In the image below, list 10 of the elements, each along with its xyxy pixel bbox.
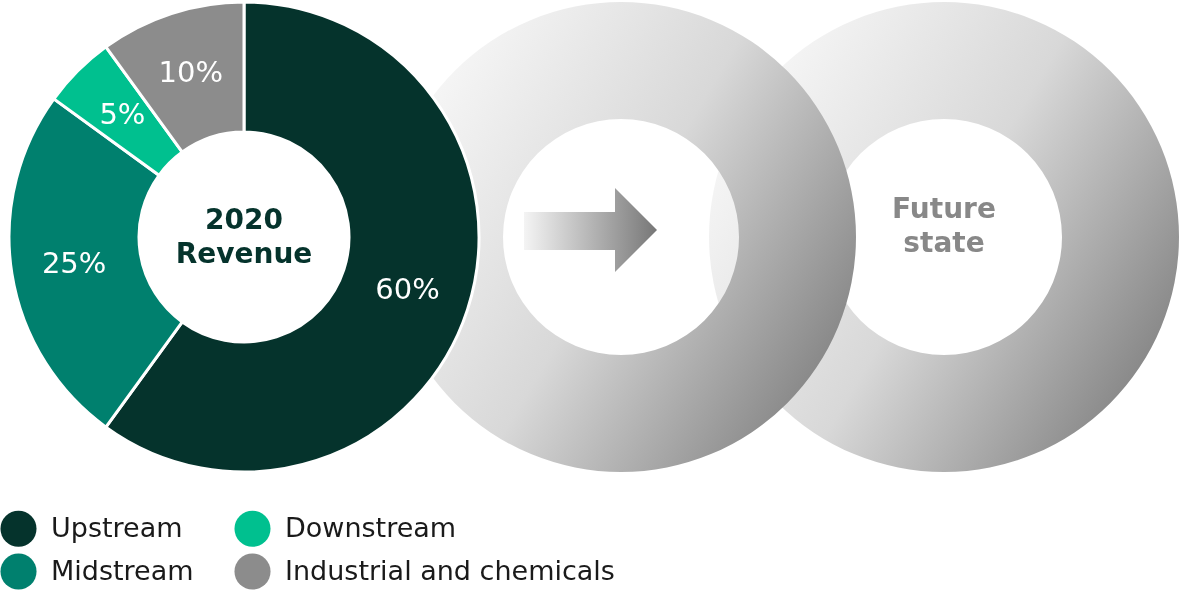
legend-label: Downstream <box>285 511 457 543</box>
legend-label: Upstream <box>51 511 183 543</box>
data-label: 10% <box>158 55 224 90</box>
text: Future state <box>892 192 996 259</box>
data-label: 60% <box>375 272 440 307</box>
data-label: 5% <box>99 97 146 132</box>
text: 2020 Revenue <box>175 203 313 270</box>
data-label: 25% <box>41 245 107 280</box>
legend-label: Midstream <box>51 554 194 586</box>
legend-label: Industrial and chemicals <box>285 554 615 586</box>
